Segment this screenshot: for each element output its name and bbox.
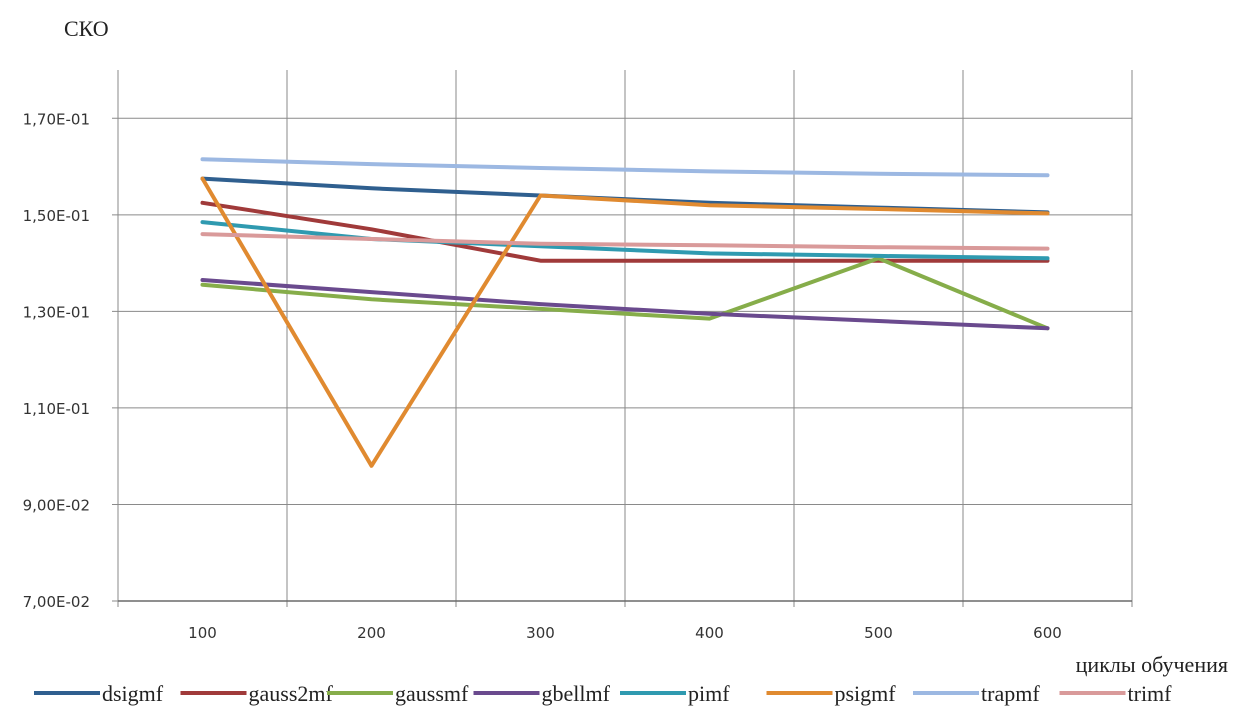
series-line-trimf bbox=[200, 232, 1050, 251]
series-lines bbox=[200, 157, 1050, 468]
y-tick-label: 1,50E-01 bbox=[23, 207, 90, 225]
legend-label-trapmf: trapmf bbox=[981, 681, 1040, 706]
legend-label-gauss2mf: gauss2mf bbox=[249, 681, 334, 706]
x-tick-label: 200 bbox=[357, 624, 386, 642]
series-line-trapmf bbox=[200, 157, 1050, 178]
legend: dsigmf gauss2mf gaussmf gbellmf pimf psigmf tr… bbox=[34, 681, 1172, 706]
x-tick-label: 500 bbox=[864, 624, 893, 642]
x-tick-label: 300 bbox=[526, 624, 555, 642]
x-tick-label: 400 bbox=[695, 624, 724, 642]
legend-label-pimf: pimf bbox=[688, 681, 730, 706]
legend-label-psigmf: psigmf bbox=[835, 681, 897, 706]
y-tick-label: 7,00E-02 bbox=[23, 593, 90, 611]
y-tick-label: 1,30E-01 bbox=[23, 303, 90, 321]
series-line-psigmf bbox=[200, 176, 1050, 468]
legend-label-dsigmf: dsigmf bbox=[102, 681, 164, 706]
y-tick-label: 1,10E-01 bbox=[23, 400, 90, 418]
x-tick-label: 100 bbox=[188, 624, 217, 642]
x-tick-label: 600 bbox=[1033, 624, 1062, 642]
series-line-gbellmf bbox=[200, 278, 1050, 331]
legend-label-gaussmf: gaussmf bbox=[395, 681, 469, 706]
x-axis-title: циклы обучения bbox=[1076, 652, 1228, 677]
series-line-gaussmf bbox=[200, 256, 1050, 331]
legend-label-trimf: trimf bbox=[1128, 681, 1173, 706]
y-tick-label: 1,70E-01 bbox=[23, 110, 90, 128]
legend-label-gbellmf: gbellmf bbox=[542, 681, 611, 706]
series-line-gauss2mf bbox=[200, 200, 1050, 263]
y-axis-title: СКО bbox=[64, 16, 109, 41]
grid bbox=[112, 70, 1133, 607]
tick-labels: 7,00E-02 9,00E-02 1,10E-01 1,30E-01 1,50E-01… bbox=[23, 110, 1062, 642]
y-tick-label: 9,00E-02 bbox=[23, 496, 90, 514]
